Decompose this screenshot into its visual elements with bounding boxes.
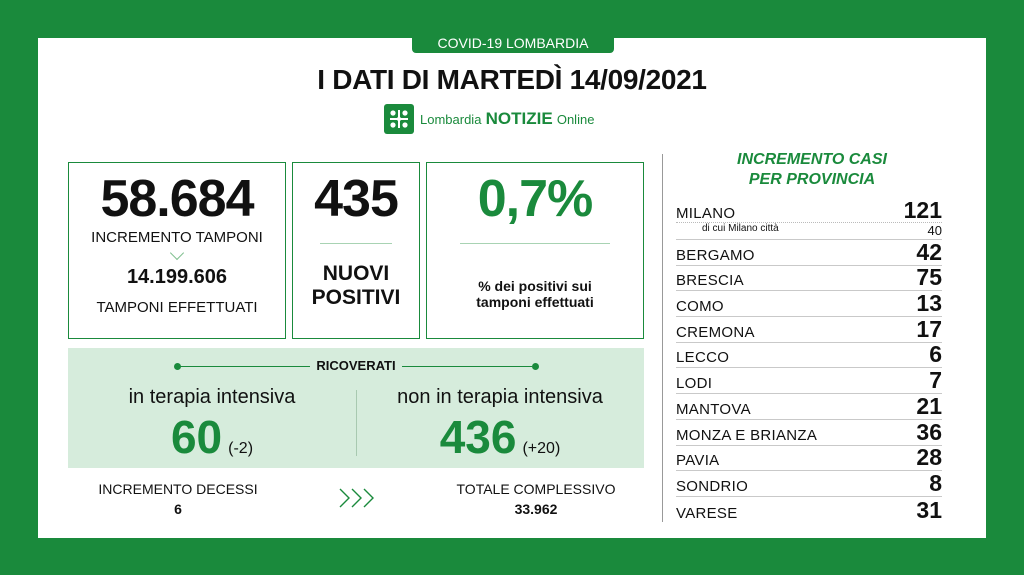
list-item: SONDRIO 8 xyxy=(676,471,942,497)
tamponi-value: 58.684 xyxy=(100,170,254,228)
percentuale-value: 0,7% xyxy=(477,170,594,228)
terapia-intensiva: in terapia intensiva 60 (-2) xyxy=(68,386,356,477)
totale-value: 33.962 xyxy=(514,501,558,517)
totale-stat: TOTALE COMPLESSIVO 33.962 xyxy=(426,481,646,517)
brand-prefix: Lombardia xyxy=(420,112,482,127)
list-item: VARESE 31 xyxy=(676,497,942,523)
brand-logo: Lombardia NOTIZIE Online xyxy=(384,103,594,135)
province-name: MONZA E BRIANZA xyxy=(676,426,818,444)
province-value: 7 xyxy=(929,367,942,394)
list-item: LODI 7 xyxy=(676,367,942,395)
province-name: LECCO xyxy=(676,349,730,367)
province-name: LODI xyxy=(676,375,713,393)
province-list: MILANO 121 di cui Milano città 40 BERGAM… xyxy=(676,196,942,523)
lombardia-rose-icon xyxy=(384,104,414,134)
non-terapia-intensiva-label: non in terapia intensiva xyxy=(397,386,603,408)
brand-suffix: Online xyxy=(556,112,595,127)
column-divider xyxy=(662,154,663,522)
non-terapia-intensiva: non in terapia intensiva 436 (+20) xyxy=(356,386,644,477)
ricoverati-divider xyxy=(356,390,357,456)
ricoverati-panel: RICOVERATI in terapia intensiva 60 (-2) n… xyxy=(68,348,644,468)
non-terapia-intensiva-delta: (+20) xyxy=(522,440,561,457)
list-item: BERGAMO 42 xyxy=(676,240,942,266)
province-value: 13 xyxy=(916,290,942,317)
list-item: MONZA E BRIANZA 36 xyxy=(676,420,942,446)
dot-icon xyxy=(532,363,539,370)
chevron-down-icon xyxy=(169,245,185,261)
province-value: 21 xyxy=(916,392,942,419)
province-value: 28 xyxy=(916,444,942,471)
milano-city-value: 40 xyxy=(927,223,942,238)
province-name: BERGAMO xyxy=(676,246,755,264)
province-value: 6 xyxy=(929,341,942,368)
percentuale-box: 0,7% % dei positivi sui tamponi effettua… xyxy=(426,162,644,339)
list-item: CREMONA 17 xyxy=(676,317,942,343)
positivi-separator xyxy=(320,243,392,244)
list-item: MILANO 121 di cui Milano città 40 xyxy=(676,196,942,240)
province-value: 36 xyxy=(916,418,942,445)
dot-icon xyxy=(174,363,181,370)
tamponi-total: 14.199.606 xyxy=(126,266,228,288)
tamponi-box: 58.684 INCREMENTO TAMPONI 14.199.606 TAM… xyxy=(68,162,286,339)
positivi-label-2: POSITIVI xyxy=(311,286,401,309)
list-item: BRESCIA 75 xyxy=(676,264,942,292)
brand-main: NOTIZIE xyxy=(485,109,553,128)
province-name: SONDRIO xyxy=(676,477,749,495)
list-item: PAVIA 28 xyxy=(676,444,942,472)
terapia-intensiva-value: 60 (-2) xyxy=(170,411,254,463)
tamponi-label: INCREMENTO TAMPONI xyxy=(91,229,263,246)
list-item: COMO 13 xyxy=(676,290,942,318)
percentuale-label-1: % dei positivi sui xyxy=(478,278,592,294)
decessi-stat: INCREMENTO DECESSI 6 xyxy=(68,481,288,517)
non-terapia-intensiva-value: 436 (+20) xyxy=(439,411,561,463)
province-value: 42 xyxy=(916,238,942,265)
page-title: I DATI DI MARTEDÌ 14/09/2021 xyxy=(317,64,707,95)
decessi-value: 6 xyxy=(174,501,182,517)
province-name: MILANO xyxy=(676,205,736,222)
positivi-value: 435 xyxy=(314,170,399,228)
province-name: COMO xyxy=(676,298,724,316)
header-tag: COVID-19 LOMBARDIA xyxy=(412,34,614,53)
province-value: 31 xyxy=(916,496,942,523)
province-name: BRESCIA xyxy=(676,272,744,290)
triple-chevron-right-icon xyxy=(338,487,380,514)
positivi-label-1: NUOVI xyxy=(322,262,390,285)
terapia-intensiva-delta: (-2) xyxy=(228,440,254,457)
milano-city-label: di cui Milano città xyxy=(702,223,779,234)
tamponi-total-label: TAMPONI EFFETTUATI xyxy=(96,299,258,316)
totale-label: TOTALE COMPLESSIVO xyxy=(456,481,616,497)
province-value: 75 xyxy=(916,264,942,291)
positivi-box: 435 NUOVI POSITIVI xyxy=(292,162,420,339)
province-value: 8 xyxy=(929,469,942,496)
decessi-label: INCREMENTO DECESSI xyxy=(98,481,258,497)
province-name: MANTOVA xyxy=(676,400,751,418)
ricoverati-title: RICOVERATI xyxy=(68,358,644,373)
terapia-intensiva-label: in terapia intensiva xyxy=(128,386,296,408)
province-name: PAVIA xyxy=(676,452,720,470)
list-item: LECCO 6 xyxy=(676,341,942,369)
list-item: MANTOVA 21 xyxy=(676,394,942,420)
percentuale-label-2: tamponi effettuati xyxy=(476,294,594,310)
brand-name: Lombardia NOTIZIE Online xyxy=(420,109,594,129)
province-value: 121 xyxy=(903,197,942,223)
percentuale-separator xyxy=(460,243,610,244)
province-name: CREMONA xyxy=(676,323,755,341)
province-name: VARESE xyxy=(676,504,738,522)
province-title: INCREMENTO CASI PER PROVINCIA xyxy=(737,151,887,188)
province-value: 17 xyxy=(916,315,942,342)
